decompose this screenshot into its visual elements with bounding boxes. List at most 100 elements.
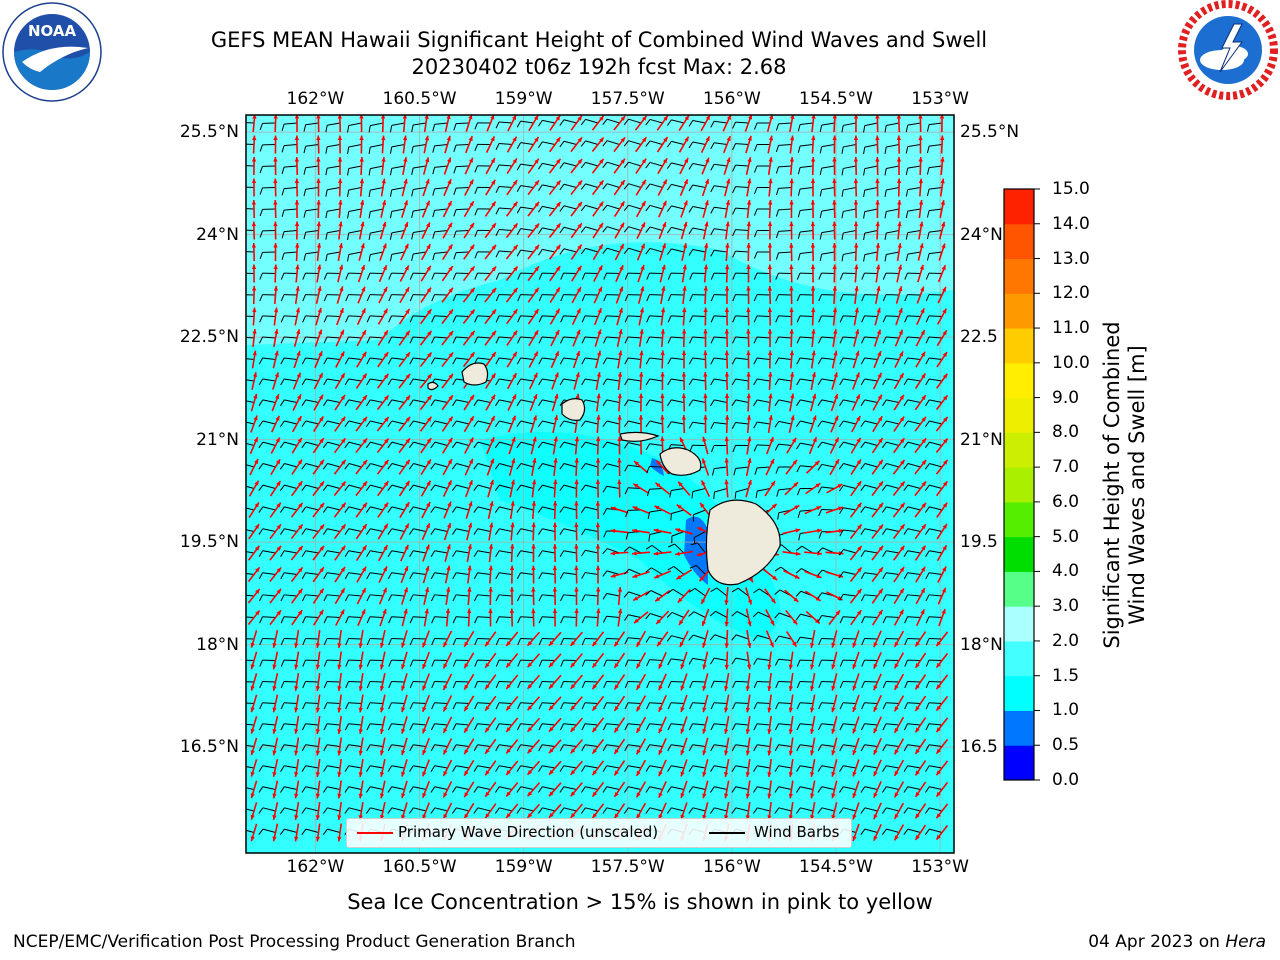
wave-direction-arrow [250, 393, 258, 412]
wind-barb [623, 183, 642, 190]
wind-barb [819, 144, 835, 154]
wave-direction-arrow [613, 717, 626, 733]
wave-direction-arrow [893, 695, 905, 712]
wind-barb [387, 550, 405, 557]
wave-direction-arrow [937, 264, 947, 283]
wind-barb [259, 187, 276, 195]
wave-direction-arrow [785, 610, 798, 625]
wave-direction-arrow [250, 694, 258, 713]
wind-barb [408, 484, 427, 492]
wave-direction-arrow [725, 242, 730, 262]
wind-barb [560, 315, 577, 323]
wave-direction-arrow [378, 566, 388, 583]
wave-direction-arrow [484, 351, 497, 368]
wave-direction-arrow [874, 307, 881, 326]
wave-direction-arrow [767, 350, 773, 369]
wind-barb [301, 399, 319, 407]
wave-direction-arrow [484, 244, 497, 260]
wind-barb [882, 638, 900, 646]
wind-barb [246, 638, 255, 640]
wind-barb [713, 488, 728, 499]
wave-direction-arrow [613, 803, 626, 819]
wave-direction-arrow [506, 308, 518, 325]
wind-barb [666, 611, 685, 618]
wave-direction-arrow [810, 264, 816, 283]
wind-barb [646, 702, 663, 710]
wave-direction-arrow [810, 759, 816, 777]
maui-island [659, 447, 702, 476]
wave-direction-arrow [745, 694, 751, 713]
wind-barb [861, 315, 878, 323]
wind-barb [688, 206, 706, 213]
wind-barb [344, 484, 362, 492]
wave-direction-arrow [658, 651, 667, 670]
wind-barb [279, 807, 298, 814]
wave-direction-arrow [571, 286, 582, 304]
wave-direction-arrow [853, 242, 859, 262]
wind-barb [732, 680, 749, 688]
colorbar-segment [1004, 467, 1034, 503]
wind-barb [323, 378, 341, 386]
wave-direction-arrow [548, 803, 562, 819]
wave-direction-arrow [463, 652, 475, 669]
wind-barb [731, 587, 749, 597]
wind-barb [671, 531, 685, 544]
wave-direction-arrow [548, 201, 562, 217]
wind-barb [924, 463, 943, 470]
wind-barb [246, 251, 255, 253]
wind-barb [494, 441, 513, 449]
wave-direction-arrow [442, 630, 453, 648]
wind-barb [753, 122, 771, 130]
wind-barb [347, 208, 362, 219]
wave-direction-arrow [312, 459, 325, 475]
wind-barb [602, 765, 620, 772]
wind-barb [731, 765, 749, 772]
wind-barb [516, 506, 534, 513]
wind-barb [904, 294, 921, 302]
wind-barb [473, 420, 491, 428]
wave-direction-arrow [675, 528, 693, 535]
wind-barb [259, 702, 276, 710]
wave-direction-arrow [463, 244, 475, 260]
wave-direction-arrow [892, 480, 906, 497]
wind-barb [389, 122, 405, 133]
wave-direction-arrow [552, 436, 558, 455]
wind-barb [280, 315, 298, 323]
wave-direction-arrow [724, 457, 729, 477]
wind-barb [839, 272, 857, 280]
wave-direction-arrow [505, 287, 519, 303]
wave-direction-arrow [873, 759, 882, 777]
wave-direction-arrow [745, 715, 751, 735]
wind-barb [303, 230, 319, 240]
wave-direction-arrow [852, 780, 860, 799]
wind-barb [323, 723, 341, 731]
lat-tick-label-left: 21°N [196, 429, 239, 450]
wave-direction-arrow [484, 803, 497, 819]
wind-barb [645, 399, 663, 407]
wind-barb [280, 294, 298, 302]
wave-direction-arrow [356, 329, 367, 347]
wind-barb [818, 659, 835, 667]
footer-date-text: 04 Apr 2023 on [1088, 932, 1226, 952]
wind-barb [863, 208, 878, 219]
wave-direction-arrow [768, 178, 773, 197]
wave-direction-arrow [789, 328, 794, 348]
wind-barb [281, 165, 298, 174]
wave-direction-arrow [914, 459, 927, 475]
wind-barb [452, 786, 470, 793]
wave-direction-arrow [465, 115, 473, 132]
wave-direction-arrow [810, 780, 816, 799]
wind-barb [817, 378, 835, 386]
wave-direction-arrow [505, 696, 519, 711]
wind-barb [905, 165, 921, 176]
wind-barb [925, 528, 943, 535]
wind-barb [624, 723, 642, 731]
wave-direction-arrow [467, 565, 472, 584]
wave-direction-arrow [613, 760, 626, 776]
wind-barb [389, 230, 405, 240]
wind-barb [323, 336, 341, 344]
wave-direction-arrow [871, 480, 884, 497]
niihau-island [427, 381, 439, 391]
wind-barb [732, 121, 749, 129]
wave-direction-arrow [467, 586, 472, 606]
